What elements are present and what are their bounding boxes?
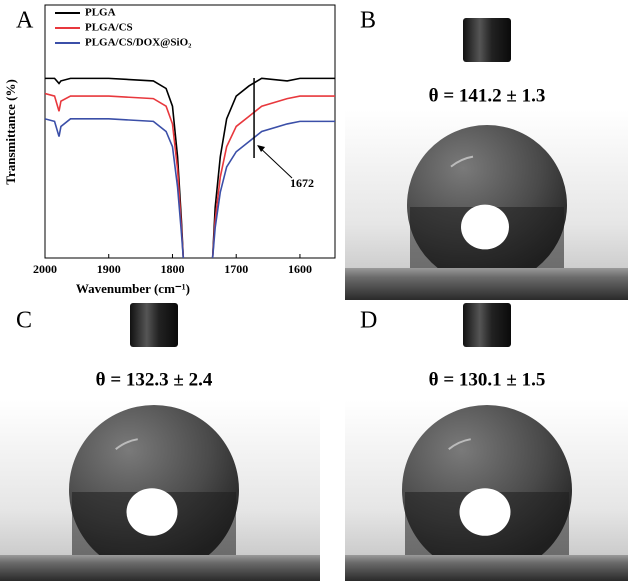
contact-angle: θ = 141.2 ± 1.3 (429, 85, 546, 106)
series-line (45, 77, 335, 258)
x-tick-label: 2000 (33, 262, 57, 276)
droplet-reflection (459, 488, 511, 536)
series-line (45, 118, 335, 258)
x-tick-label: 1800 (160, 262, 184, 276)
needle (463, 303, 511, 347)
needle (130, 303, 178, 347)
droplet-reflection (126, 488, 178, 536)
x-tick-label: 1900 (97, 262, 121, 276)
needle (463, 18, 511, 62)
panel-label: A (16, 8, 34, 34)
photo-ground (0, 555, 320, 581)
panel-label: C (16, 308, 32, 334)
x-tick-label: 1700 (224, 262, 248, 276)
legend-label: PLGA/CS (85, 22, 133, 34)
droplet-highlight (448, 438, 471, 450)
x-axis-label: Wavenumber (cm⁻¹) (76, 281, 190, 296)
droplet-highlight (115, 438, 138, 450)
y-axis-label: Transmittance (%) (3, 79, 18, 185)
droplet-highlight (450, 155, 474, 168)
contact-angle: θ = 130.1 ± 1.5 (429, 369, 546, 390)
legend-label: PLGA (85, 7, 116, 19)
plot-frame (44, 4, 336, 259)
photo-ground (345, 555, 628, 581)
x-tick-label: 1600 (288, 262, 312, 276)
series-line (45, 92, 335, 258)
panel-label: D (360, 308, 377, 334)
contact-angle: θ = 132.3 ± 2.4 (96, 369, 213, 390)
panel-label: B (360, 8, 376, 34)
legend-label: PLGA/CS/DOX@SiO₂ (85, 37, 192, 49)
droplet-reflection (461, 204, 509, 250)
plot-area (45, 77, 335, 258)
annotation-arrowhead (257, 145, 266, 152)
photo-ground (345, 268, 628, 300)
annotation-label: 1672 (290, 176, 314, 190)
annotation-arrow (257, 145, 293, 179)
